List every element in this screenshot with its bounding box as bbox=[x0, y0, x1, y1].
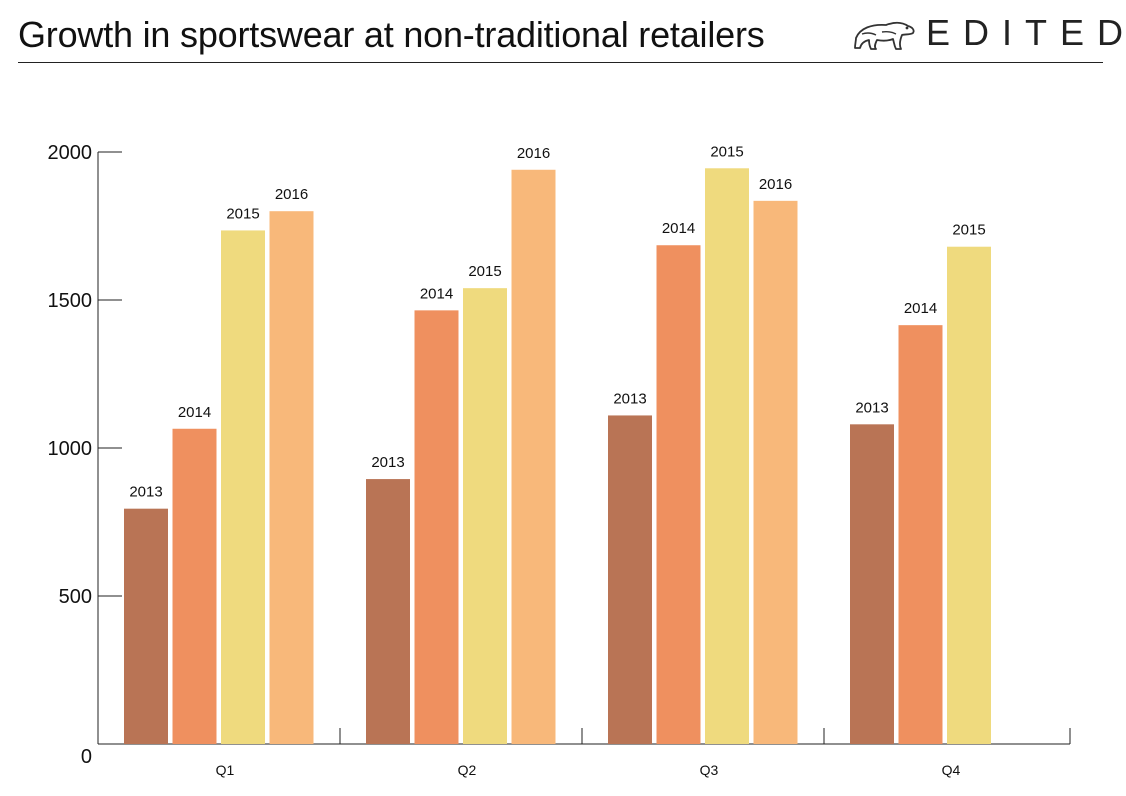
bar-q2-2013 bbox=[366, 479, 410, 744]
bar-label: 2013 bbox=[371, 454, 404, 471]
bar-q1-2015 bbox=[221, 230, 265, 744]
brand-name: EDITED bbox=[926, 12, 1126, 53]
bar-q2-2014 bbox=[414, 310, 459, 744]
bar-q3-2015 bbox=[705, 168, 749, 744]
bar-label: 2015 bbox=[952, 222, 985, 239]
x-tick-label: Q1 bbox=[216, 762, 235, 778]
bar-q1-2013 bbox=[124, 508, 168, 744]
bar-label: 2013 bbox=[613, 390, 646, 407]
bar-label: 2015 bbox=[226, 205, 259, 222]
bar-label: 2014 bbox=[904, 300, 937, 317]
bar-label: 2015 bbox=[468, 263, 501, 280]
bar-label: 2014 bbox=[662, 220, 695, 237]
bar-label: 2016 bbox=[759, 176, 792, 193]
bar-q3-2016 bbox=[753, 200, 798, 745]
bar-q3-2013 bbox=[608, 415, 652, 744]
bar-q2-2016 bbox=[511, 169, 556, 744]
bar-q4-2014 bbox=[898, 325, 943, 744]
bar-q1-2014 bbox=[172, 428, 217, 744]
y-tick-label: 1000 bbox=[48, 438, 93, 460]
bar-q4-2013 bbox=[850, 424, 894, 744]
polar-bear-icon bbox=[854, 21, 915, 50]
bar-label: 2013 bbox=[855, 399, 888, 416]
bar-label: 2013 bbox=[129, 484, 162, 501]
bar-label: 2014 bbox=[178, 404, 211, 421]
y-tick-label: 500 bbox=[59, 586, 92, 608]
bar-label: 2014 bbox=[420, 285, 453, 302]
bar-label: 2016 bbox=[517, 145, 550, 162]
y-tick-label: 2000 bbox=[48, 142, 93, 164]
bar-label: 2016 bbox=[275, 186, 308, 203]
x-tick-label: Q4 bbox=[942, 762, 961, 778]
title-rule bbox=[18, 62, 1103, 63]
x-tick-label: Q2 bbox=[458, 762, 477, 778]
y-tick-label: 1500 bbox=[48, 290, 93, 312]
chart-title: Growth in sportswear at non-traditional … bbox=[18, 14, 765, 55]
y-tick-label: 0 bbox=[81, 746, 92, 768]
x-tick-label: Q3 bbox=[700, 762, 719, 778]
bar-q1-2016 bbox=[269, 211, 314, 744]
bar-label: 2015 bbox=[710, 143, 743, 160]
bar-q4-2015 bbox=[947, 246, 991, 744]
bar-q2-2015 bbox=[463, 288, 507, 744]
bar-q3-2014 bbox=[656, 245, 701, 745]
